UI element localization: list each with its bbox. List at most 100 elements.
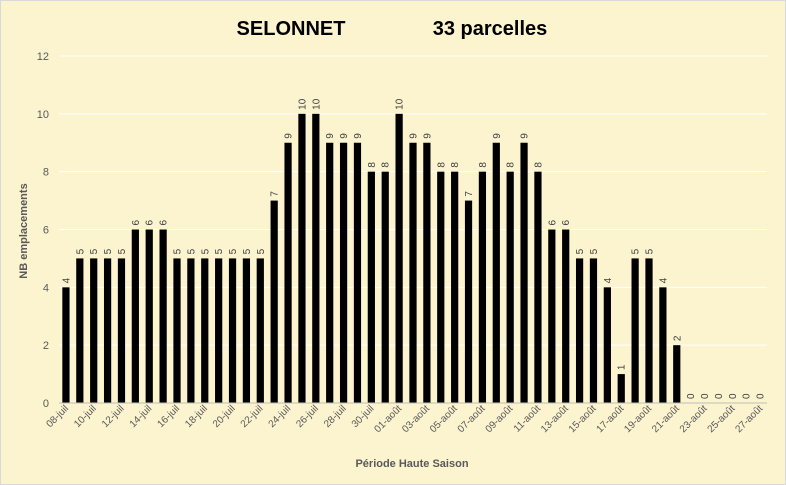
bar [395,113,403,403]
y-tick-label: 4 [43,282,49,294]
x-tick-label: 27-août [733,403,765,435]
data-label: 5 [117,248,128,254]
x-tick-label: 14-juil [128,403,155,430]
data-label: 5 [631,248,642,254]
x-tick-label: 24-juil [267,403,294,430]
data-label: 5 [228,248,239,254]
y-tick-label: 0 [43,398,49,410]
x-tick-label: 23-août [678,403,710,435]
y-tick-label: 6 [43,225,49,237]
data-label: 0 [742,393,753,399]
data-label: 5 [103,248,114,254]
data-label: 5 [242,248,253,254]
data-label: 7 [464,191,475,197]
data-label: 9 [520,133,531,139]
bar [478,171,487,403]
x-tick-label: 07-août [456,403,488,435]
bar [284,142,292,403]
x-tick-label: 05-août [428,403,460,435]
data-label: 10 [311,98,322,110]
data-label: 7 [270,191,281,197]
bar [187,258,195,403]
x-tick-label: 26-juil [294,403,321,430]
data-label: 8 [367,162,378,168]
y-axis: 0 2 4 6 8 10 12 [37,51,49,410]
bar [298,113,306,403]
bar [326,142,334,403]
bar [367,171,375,403]
data-label: 5 [89,248,100,254]
data-label: 5 [256,248,267,254]
data-label: 4 [658,277,669,283]
bar [353,142,362,403]
x-tick-label: 12-juil [100,403,127,430]
data-label: 9 [353,133,364,139]
data-label: 9 [284,133,295,139]
data-label: 9 [422,133,433,139]
y-axis-title: NB emplacements [18,183,30,278]
data-label: 5 [200,248,211,254]
data-label: 8 [533,162,544,168]
bar [631,258,639,403]
data-label: 4 [603,277,614,283]
data-label: 0 [714,393,725,399]
bar [659,287,667,403]
bar [242,258,251,403]
bar [534,171,542,403]
data-label: 0 [686,393,697,399]
bar [617,374,625,403]
data-label: 5 [645,248,656,254]
bar [603,287,611,403]
bar [562,229,570,403]
data-label: 5 [589,248,600,254]
data-label: 4 [61,277,72,283]
bar [645,258,653,403]
x-tick-label: 15-août [567,403,599,435]
data-label: 6 [547,220,558,226]
data-label: 8 [450,162,461,168]
bar [548,229,556,403]
data-label: 9 [339,133,350,139]
data-label: 9 [325,133,336,139]
bar [117,258,126,403]
bar [589,258,598,403]
data-label: 0 [728,393,739,399]
bar [423,142,431,403]
data-label: 6 [561,220,572,226]
bar [62,287,70,403]
bar [409,142,417,403]
data-label: 5 [214,248,225,254]
x-tick-label: 17-août [595,403,627,435]
x-tick-label: 28-juil [322,403,349,430]
bar [492,142,500,403]
y-tick-label: 8 [43,167,49,179]
chart-title: SELONNET [237,18,346,40]
bar [312,113,320,403]
data-label: 0 [756,393,767,399]
y-tick-label: 2 [43,340,49,352]
data-label: 2 [672,335,683,341]
x-tick-label: 25-août [706,403,738,435]
data-label: 9 [409,133,420,139]
bar [131,229,139,403]
y-tick-label: 12 [37,51,49,63]
data-label: 1 [617,364,628,370]
bar [437,171,445,403]
data-label: 8 [436,162,447,168]
bar [173,258,181,403]
x-tick-label: 19-août [622,403,654,435]
x-tick-label: 22-juil [239,403,266,430]
x-tick-label: 20-juil [211,403,238,430]
x-tick-label: 09-août [484,403,516,435]
data-label: 8 [478,162,489,168]
data-label: 9 [492,133,503,139]
bar [451,171,459,403]
bar [464,200,473,403]
bar [228,258,237,403]
bar [90,258,98,403]
x-tick-label: 10-juil [72,403,99,430]
x-tick-label: 21-août [650,403,682,435]
data-label: 6 [159,220,170,226]
x-tick-label: 01-août [372,403,404,435]
